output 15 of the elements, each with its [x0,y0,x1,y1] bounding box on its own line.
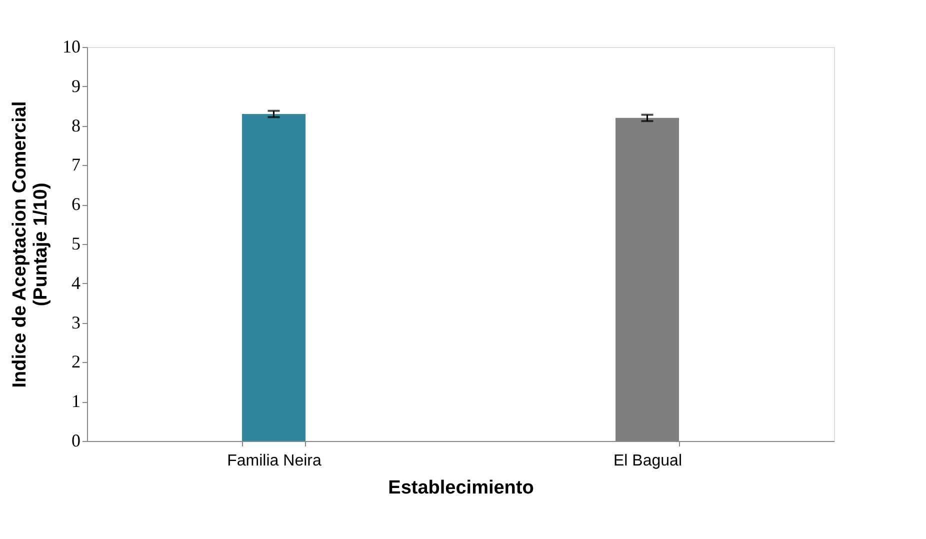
x-axis-title: Establecimiento [388,478,534,498]
y-tick-label: 3 [72,312,80,332]
y-tick-label: 1 [72,391,80,412]
y-tick-label: 4 [72,272,80,293]
y-tick-label: 8 [72,115,80,136]
y-tick-label: 10 [62,36,80,56]
x-tick-label: El Bagual [614,452,682,470]
y-tick-label: 9 [72,76,80,96]
y-axis-title: Indice de Aceptacion Comercial (Puntaje 1/10) [10,101,52,388]
y-tick-label: 7 [72,154,80,175]
y-tick-label: 5 [72,234,80,254]
x-tick-label: Familia Neira [227,452,322,470]
y-tick-label: 0 [72,430,80,450]
y-tick-label: 6 [72,194,80,214]
y-tick-label: 2 [72,352,80,372]
